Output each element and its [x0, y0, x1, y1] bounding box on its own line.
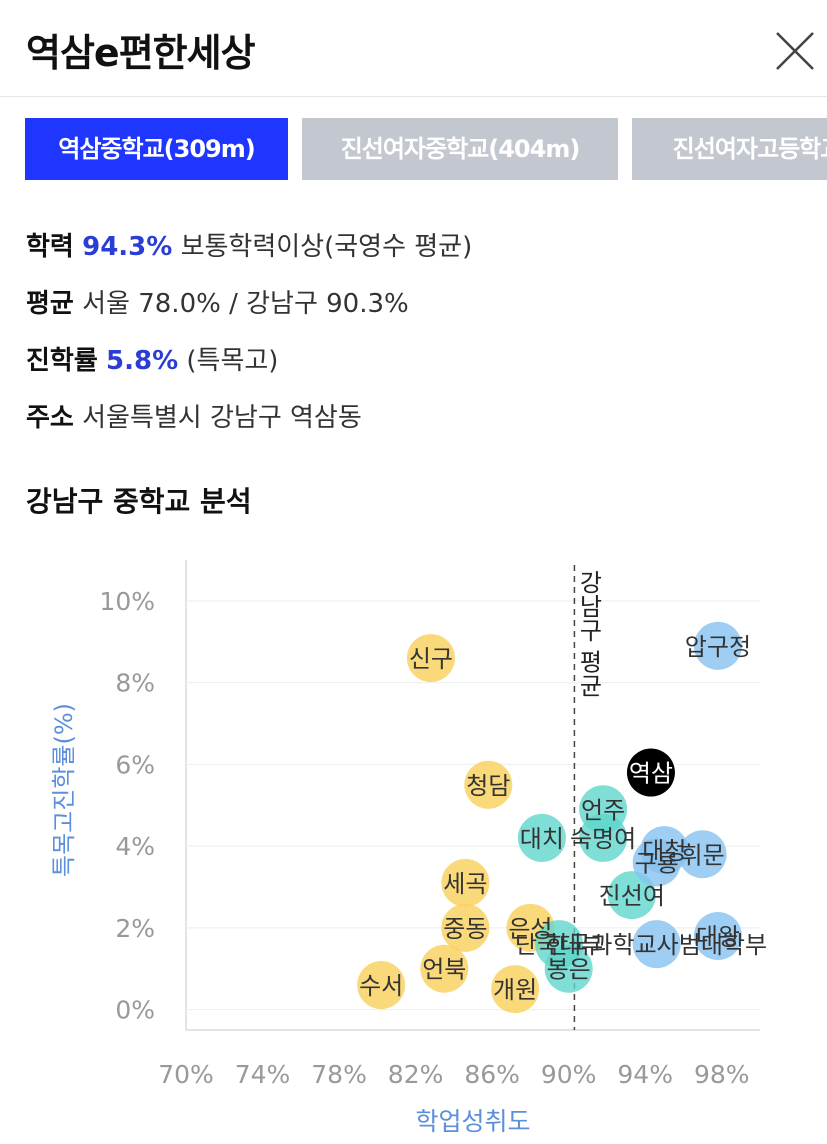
school-point-label: 언북 [422, 956, 466, 984]
average-row: 평균 서울 78.0% / 강남구 90.3% [26, 283, 409, 320]
school-point [517, 813, 566, 862]
school-point [544, 944, 593, 993]
section-title: 강남구 중학교 분석 [26, 485, 252, 518]
school-point-label: 세곡 [443, 870, 487, 898]
achievement-value: 94.3% [82, 232, 173, 262]
tab-yeoksam-middle[interactable]: 역삼중학교(309m) [25, 118, 288, 180]
y-tick-label: 10% [99, 587, 155, 616]
school-point-label: 은성 [508, 915, 552, 943]
school-point [693, 912, 742, 960]
average-key: 평균 [26, 289, 74, 319]
close-button[interactable] [770, 26, 820, 76]
school-point-label: 대왕 [696, 923, 740, 951]
school-point-label: 진선여 [599, 882, 665, 910]
advancement-text: (특목고) [186, 346, 279, 376]
scatter-chart: 0% 2% 4% 6% 8% 10% 70% 74% 78% 82% 86% 90% 94% 98% 강남구… [50, 560, 767, 1136]
close-icon [776, 32, 814, 70]
y-tick-label: 6% [115, 750, 155, 779]
school-point-label: 봉은 [547, 956, 591, 984]
school-point-label: 수서 [359, 972, 403, 1000]
school-point-label: 구룡 [635, 849, 679, 877]
x-tick-label: 94% [617, 1060, 673, 1089]
y-tick-label: 0% [115, 996, 155, 1025]
y-tick-label: 4% [115, 832, 155, 861]
school-point-label: 숙명여 [570, 825, 636, 853]
achievement-row: 학력 94.3% 보통학력이상(국영수 평균) [26, 226, 472, 263]
address-text: 서울특별시 강남구 역삼동 [82, 403, 362, 433]
school-point-label: 개원 [493, 976, 537, 1004]
school-point [640, 826, 689, 875]
x-tick-label: 70% [158, 1060, 214, 1089]
address-row: 주소 서울특별시 강남구 역삼동 [26, 397, 362, 434]
achievement-text: 보통학력이상(국영수 평균) [180, 232, 473, 262]
page-title: 역삼e편한세상 [26, 31, 256, 75]
school-point-label: 신구 [409, 645, 453, 673]
reference-line-label: 강남구 평균 [574, 570, 602, 698]
school-point [464, 760, 513, 809]
advancement-value: 5.8% [106, 346, 179, 376]
school-point [579, 785, 628, 834]
school-point [632, 920, 681, 969]
school-point [357, 961, 406, 1010]
school-point [441, 903, 490, 952]
school-point-label: 휘문 [681, 841, 725, 869]
y-axis-title: 특목고진학률(%) [50, 703, 78, 877]
x-axis-title: 학업성취도 [415, 1107, 530, 1136]
advancement-key: 진학률 [26, 346, 98, 376]
average-text: 서울 78.0% / 강남구 90.3% [82, 289, 409, 319]
x-tick-label: 78% [311, 1060, 367, 1089]
tab-jinseon-girls-middle[interactable]: 진선여자중학교(404m) [302, 118, 618, 180]
school-point-label: 언주 [581, 796, 625, 824]
school-point [441, 858, 490, 907]
header: 역삼e편한세상 [0, 0, 827, 97]
x-tick-label: 86% [464, 1060, 520, 1089]
x-tick-label: 74% [235, 1060, 291, 1089]
school-point [406, 634, 455, 683]
y-tick-label: 2% [115, 914, 155, 943]
tab-jinseon-girls-high[interactable]: 진선여자고등학교 [632, 118, 827, 180]
school-point-label: 청담 [466, 772, 510, 800]
school-point [491, 965, 540, 1014]
address-key: 주소 [26, 403, 74, 433]
school-point-label: 대치 [520, 825, 564, 853]
x-tick-label: 98% [694, 1060, 750, 1089]
school-point-label: 대청 [642, 837, 686, 865]
school-point-label: 중동 [443, 915, 487, 943]
school-point [607, 871, 656, 920]
school-point [420, 944, 469, 993]
x-tick-label: 82% [388, 1060, 444, 1089]
school-point-label: 한국과학교사범대학부 [546, 931, 767, 959]
achievement-key: 학력 [26, 232, 74, 262]
x-tick-label: 90% [541, 1060, 597, 1089]
advancement-row: 진학률 5.8% (특목고) [26, 340, 278, 377]
school-point-label: 단국대부 [515, 931, 603, 959]
school-point [693, 621, 742, 670]
school-point-label: 압구정 [685, 633, 751, 661]
school-point [678, 830, 727, 879]
school-tabs: 역삼중학교(309m) 진선여자중학교(404m) 진선여자고등학교 [25, 118, 827, 180]
school-point-label: 역삼 [629, 760, 673, 788]
y-tick-label: 8% [115, 669, 155, 698]
school-point [626, 748, 675, 797]
